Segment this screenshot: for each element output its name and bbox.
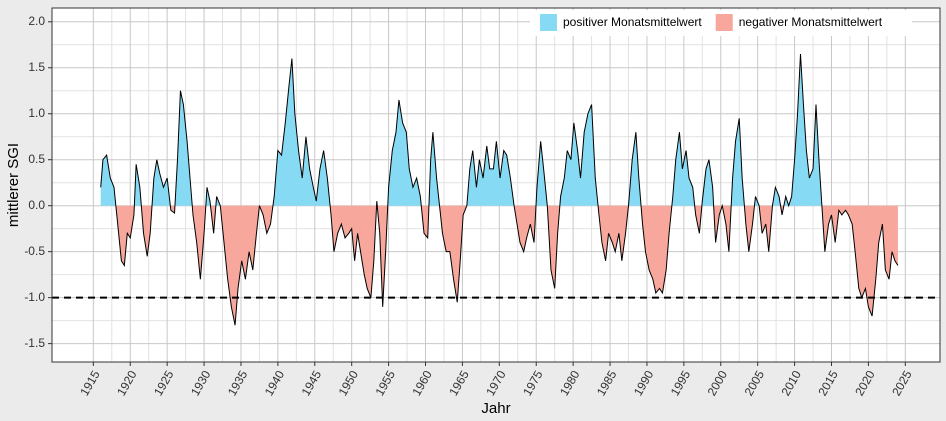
y-tick-label: -1.5 (24, 336, 45, 350)
x-tick-label: 1965 (446, 368, 472, 398)
positive-area (559, 104, 599, 206)
x-tick-label: 1960 (409, 368, 435, 398)
positive-area (152, 159, 171, 206)
x-tick-label: 2015 (815, 368, 841, 398)
positive-area (671, 132, 695, 206)
x-tick-label: 1935 (225, 368, 251, 398)
negative-area (192, 205, 206, 280)
legend-label: negativer Monatsmittelwert (739, 15, 883, 29)
x-tick-label: 1925 (151, 368, 177, 398)
positive-area (772, 187, 781, 206)
x-tick-label: 2020 (852, 368, 878, 398)
y-tick-label: 0.5 (28, 152, 45, 166)
negative-area (744, 205, 755, 252)
negative-area (330, 205, 377, 298)
x-tick-label: 1980 (557, 368, 583, 398)
negative-area (598, 205, 629, 261)
negative-area (439, 205, 467, 303)
x-tick-label: 1970 (483, 368, 509, 398)
x-tick-label: 1920 (114, 368, 140, 398)
negative-area (421, 205, 429, 238)
x-tick-label: 1940 (262, 368, 288, 398)
negative-area (141, 205, 153, 257)
negative-area (641, 205, 672, 294)
x-tick-label: 1990 (631, 368, 657, 398)
positive-area (628, 132, 642, 206)
legend-key (715, 14, 733, 31)
x-tick-label: 1950 (336, 368, 362, 398)
positive-area (731, 118, 745, 206)
positive-area (272, 58, 331, 206)
negative-area (210, 205, 216, 234)
positive-area (100, 155, 116, 206)
x-tick-label: 1915 (77, 368, 103, 398)
positive-area (387, 99, 422, 206)
positive-area (466, 141, 515, 206)
x-tick-label: 1930 (188, 368, 214, 398)
panel-border (51, 7, 941, 363)
x-tick-label: 1955 (372, 368, 398, 398)
y-tick-label: 1.5 (28, 60, 45, 74)
negative-area (514, 205, 536, 252)
sgi-line (100, 53, 899, 326)
positive-area (535, 141, 548, 206)
x-axis-title: Jahr (481, 400, 510, 417)
x-tick-label: 1945 (299, 368, 325, 398)
y-tick-label: 2.0 (28, 14, 45, 28)
x-tick-label: 2010 (778, 368, 804, 398)
x-tick-label: 2000 (705, 368, 731, 398)
negative-area (821, 205, 898, 317)
x-tick-label: 1995 (668, 368, 694, 398)
positive-area (701, 159, 714, 206)
legend-label: positiver Monatsmittelwert (563, 15, 702, 29)
x-tick-label: 2025 (889, 368, 915, 398)
y-tick-label: 1.0 (28, 106, 45, 120)
x-tick-label: 1975 (520, 368, 546, 398)
y-tick-label: 0.0 (28, 198, 45, 212)
negative-area (694, 205, 702, 234)
y-tick-label: -1.0 (24, 290, 45, 304)
x-tick-label: 2005 (742, 368, 768, 398)
negative-area (759, 205, 773, 252)
x-tick-label: 1985 (594, 368, 620, 398)
y-tick-label: -0.5 (24, 244, 45, 258)
legend-key (540, 14, 557, 31)
y-axis-title: mittlerer SGI (5, 143, 22, 227)
negative-area (170, 205, 175, 214)
negative-area (547, 205, 560, 289)
positive-area (783, 53, 822, 206)
